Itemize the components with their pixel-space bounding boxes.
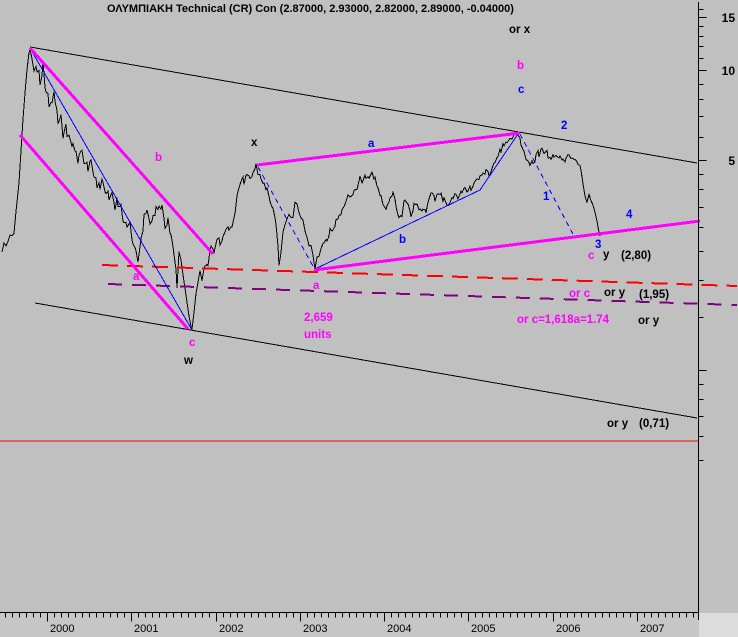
blue-decline-line [29, 47, 193, 331]
y-axis-tick-label: 10 [722, 64, 736, 78]
x-axis-year-label: 2001 [134, 623, 158, 635]
upper-channel-line [29, 46, 698, 164]
blue-dashed-xa-line [257, 166, 315, 269]
wave-annotation-label: x [251, 137, 258, 149]
wave-annotation-label: a [133, 271, 140, 283]
wave-annotation-label: or x [509, 24, 531, 36]
wave-annotation-label: w [183, 355, 193, 367]
wave-annotation-label: b [399, 234, 406, 246]
bear-channel-upper [28, 47, 215, 255]
wave-annotation-label: 2 [561, 120, 567, 132]
wave-annotation-label: 1 [543, 191, 550, 203]
wave-annotation-label: a [368, 138, 375, 150]
wave-annotation-label: (2,80) [621, 250, 651, 262]
wave-annotation-label: or c=1,618a=1.74 [517, 314, 610, 326]
x-axis-year-label: 2007 [640, 623, 664, 635]
blue-dashed-drop-line [519, 133, 576, 239]
chart-title: ΟΛΥΜΠΙΑΚΗ Technical (CR) Con (2.87000, 2… [107, 3, 514, 15]
wave-annotation-label: y [603, 249, 610, 261]
purple-dashed-level [107, 283, 738, 306]
y-axis-tick-label: 5 [728, 154, 735, 168]
wave-annotation-label: 2,659 [304, 312, 333, 324]
corner-box [699, 613, 738, 637]
y-axis-tick-label: 15 [722, 11, 736, 25]
wave-annotation-label: (0,71) [639, 418, 669, 430]
wave-annotation-label: (1,95) [639, 289, 669, 301]
lower-channel-line [34, 302, 698, 419]
chart-text-layer: ΟΛΥΜΠΙΑΚΗ Technical (CR) Con (2.87000, 2… [50, 3, 735, 635]
wave-annotation-label: b [155, 152, 162, 164]
triangle-upper-line [256, 131, 521, 167]
x-axis-year-label: 2006 [556, 623, 580, 635]
wave-annotation-label: units [304, 329, 331, 341]
x-axis-year-label: 2003 [303, 623, 327, 635]
x-axis-strip [0, 613, 738, 637]
blue-rise-line [314, 133, 519, 270]
wave-annotation-label: 3 [595, 239, 601, 251]
wave-annotation-label: or y [607, 418, 629, 430]
wave-annotation-label: c [588, 250, 595, 262]
wave-annotation-label: b [517, 60, 524, 72]
wave-annotation-label: c [518, 84, 525, 96]
red-dashed-level [101, 264, 738, 287]
wave-annotation-label: or y [604, 287, 626, 299]
x-axis-year-label: 2002 [219, 623, 243, 635]
x-axis-year-label: 2000 [50, 623, 74, 635]
wave-annotation-label: 4 [626, 209, 633, 221]
wave-annotation-label: a [313, 280, 320, 292]
wave-annotation-label: or y [638, 315, 660, 327]
wave-annotation-label: or c [569, 288, 591, 300]
triangle-lower-line [313, 219, 701, 272]
wave-annotation-label: c [189, 337, 196, 349]
x-axis-year-label: 2004 [387, 623, 411, 635]
bear-channel-lower [18, 134, 190, 330]
price-line [1, 49, 601, 330]
x-axis-year-label: 2005 [471, 623, 495, 635]
